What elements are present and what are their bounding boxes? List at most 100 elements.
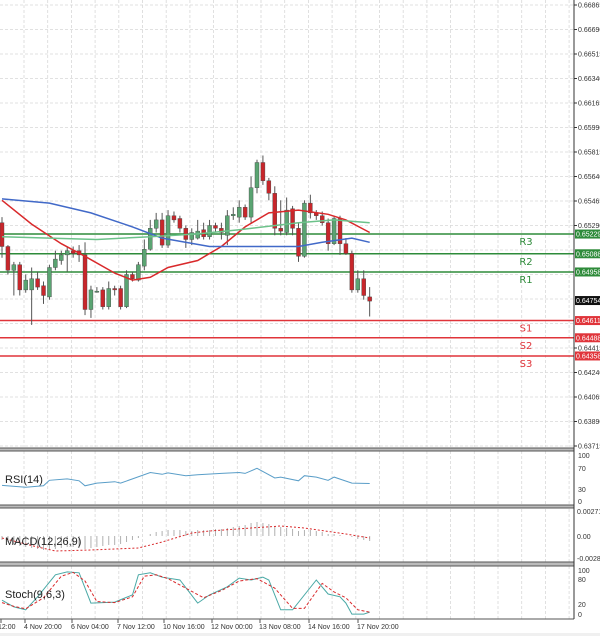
price-tick-label: 0.66165 [578,101,600,108]
stoch-label: Stoch(9,6,3) [5,589,65,601]
pivot-label-r3: R3 [519,237,532,248]
candle-bullish [284,209,289,233]
candle-bullish [47,267,52,298]
rsi-tick-label: 100 [578,453,590,460]
price-tag-r2 [575,249,600,259]
candle-bullish [236,207,242,218]
pane-separator-fill [0,562,574,566]
candle-bearish [219,228,224,233]
candle-bullish [148,228,153,250]
moving-average-ma_mid [1,219,370,241]
candle-bullish [254,162,260,188]
candle-bullish [53,258,58,268]
candle-bearish [296,228,301,257]
price-tick-label: 0.66865 [578,3,600,10]
macd-tick-label: 0.00 [577,534,591,541]
macd-pane[interactable] [1,522,371,552]
price-tag-s3 [575,351,600,361]
stoch-main-line [1,571,370,615]
candle-bullish [302,202,307,257]
candle-bullish [355,278,360,291]
pivot-label-r1: R1 [519,275,532,286]
rsi-pane[interactable] [1,467,370,488]
candle-bullish [124,274,129,307]
candle-bearish [320,215,325,223]
price-tick-label: 0.64065 [578,395,600,402]
price-tick-label: 0.65815 [578,150,600,157]
footer-bar [0,633,600,636]
pivot-label-s1: S1 [520,324,533,335]
candle-bullish [29,278,34,291]
candle-bearish [130,274,135,279]
price-tag-label: 0.65088 [576,251,600,258]
price-tick-label: 0.66515 [578,52,600,59]
macd-tick-label: 0.00271 [577,509,600,516]
stoch-tick-label: 80 [578,577,586,584]
candle-bearish [171,215,177,221]
candle-bullish [106,288,111,307]
candle-bearish [0,222,5,247]
candle-bullish [142,249,147,267]
candle-bullish [189,232,194,240]
candle-bullish [165,215,171,246]
price-tag-s1 [575,316,600,326]
candle-bullish [153,219,159,229]
main-price-pane[interactable]: R3 R2 R1 S1 S2 S3 [0,155,574,370]
candle-bearish [325,222,331,244]
candle-bearish [41,285,46,296]
macd-tick-label: -0.0028 [577,556,600,563]
candle-bearish [5,246,11,271]
moving-average-ma_fast [1,199,371,281]
candle-bullish [65,250,70,256]
stoch-tick-label: 100 [578,568,590,575]
moving-average-ma_slow [1,198,370,248]
candle-bearish [349,253,355,291]
pivot-label-s2: S2 [520,341,533,352]
price-tag-label: 0.64958 [576,269,600,276]
time-tick-label: 13 Nov 08:00 [259,624,301,631]
pivot-label-s3: S3 [520,359,533,370]
candle-bearish [82,254,88,310]
candle-bullish [11,264,17,271]
candle-bearish [118,288,123,307]
candle-bearish [177,218,183,229]
current-price-label: 0.64754 [576,298,600,305]
candle-bearish [213,225,218,229]
stoch-tick-label: 0 [578,612,582,619]
price-tag-label: 0.64358 [576,353,600,360]
candle-bearish [242,207,248,218]
stoch-tick-label: 20 [578,602,586,609]
price-tag-label: 0.64488 [576,335,600,342]
candle-bearish [100,289,106,307]
pivot-label-r2: R2 [519,257,532,268]
candle-bullish [231,214,236,216]
candle-bullish [331,218,337,244]
grid [0,0,574,619]
candle-bearish [35,278,40,288]
candle-bearish [159,219,165,246]
candle-bearish [17,264,22,291]
stoch-pane[interactable] [1,571,370,615]
candle-bullish [207,225,212,237]
rsi-label: RSI(14) [5,474,43,486]
price-tag-s2 [575,333,600,343]
rsi-tick-label: 70 [578,466,586,473]
candle-bullish [23,279,28,291]
price-tag-r1 [575,267,600,277]
candle-bearish [290,208,295,229]
time-tick-label: 6 Nov 04:00 [71,624,109,631]
time-tick-label: 12:00 [0,624,16,631]
time-tick-label: 17 Nov 20:00 [357,624,399,631]
candle-bearish [260,162,266,181]
price-tick-label: 0.63715 [578,444,600,451]
pane-separator-fill [0,448,574,451]
pane-separator-fill [0,505,574,508]
price-tag-label: 0.64611 [576,318,600,325]
candle-bearish [112,288,117,291]
